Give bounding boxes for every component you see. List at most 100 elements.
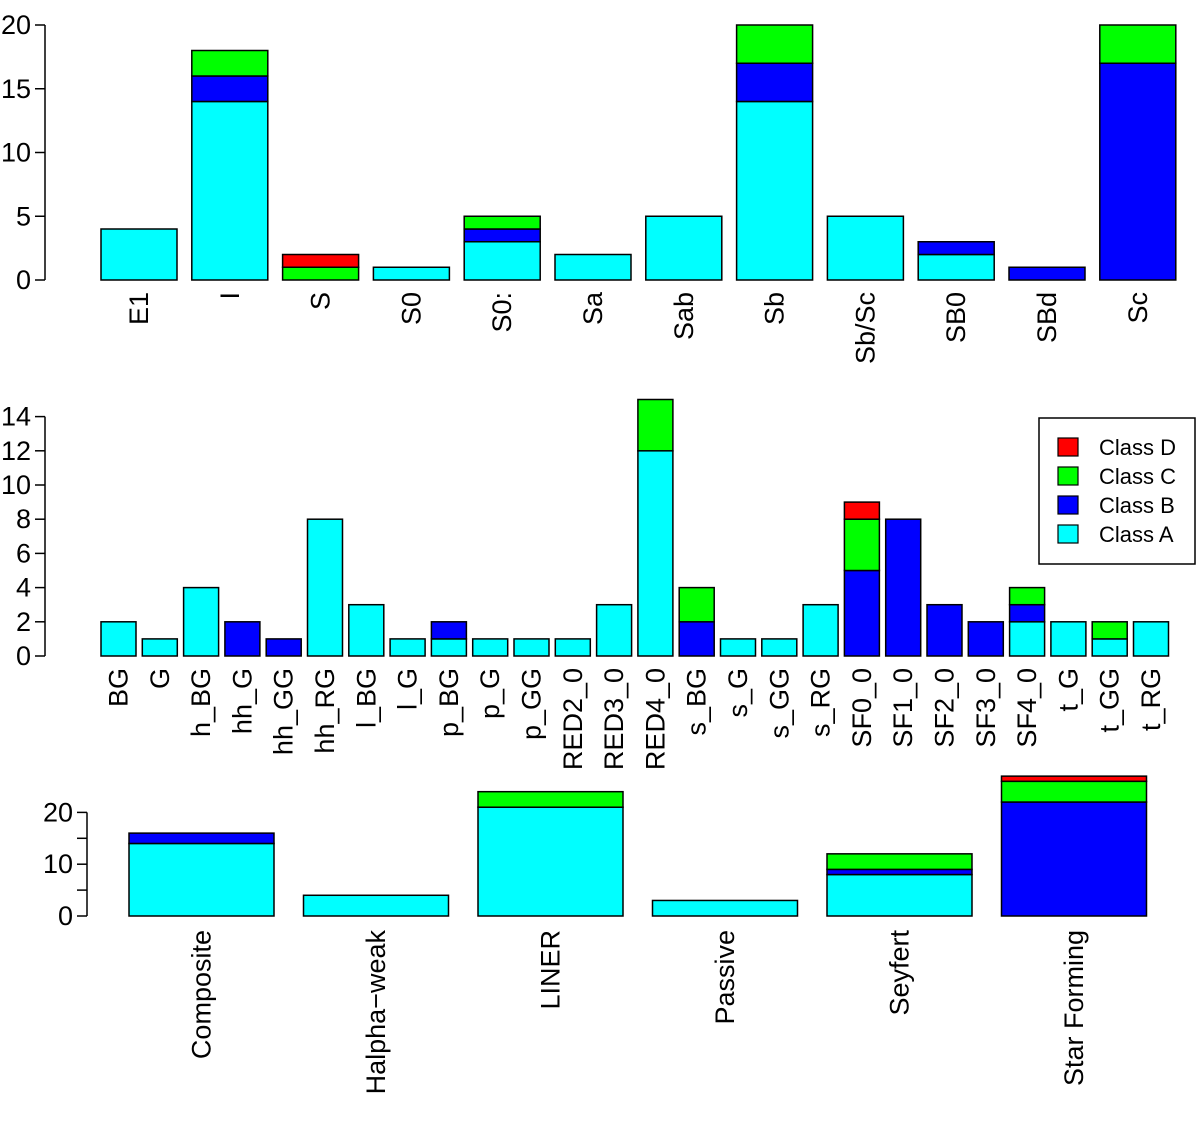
bar-sf2-0-class-b [926,603,963,657]
bar-p-g-class-a [471,638,509,657]
legend: Class D Class C Class B Class A [1038,417,1196,565]
x-tick-label-s-g: s_G [723,668,753,718]
legend-label-class-a: Class A [1099,522,1174,547]
x-tick-label-t-rg: t_RG [1136,668,1166,731]
x-tick-label-sf0-0: SF0_0 [847,668,877,748]
bar-i-class-c [191,49,269,77]
x-tick-label-red3-0: RED3_0 [599,668,629,770]
x-tick-label-liner: LINER [536,930,566,1010]
bar-s-class-c [281,266,360,281]
y-tick-label: 0 [58,901,73,931]
legend-swatch-class-d [1057,437,1079,457]
bar-s-rg-class-a [802,603,839,657]
y-tick-label: 0 [16,641,31,671]
bar-sf1-0-class-b [884,518,922,657]
bar-p-bg-class-b [430,621,468,640]
bar-star-forming-class-b [1000,801,1148,917]
bar-l-bg-class-a [348,603,385,657]
x-tick-label-t-g: t_G [1053,668,1083,712]
bar-s0-class-b [463,228,541,243]
bar-t-gg-class-a [1091,638,1128,657]
x-tick-label-e1: E1 [124,292,154,325]
bar-sb-sc-class-a [826,215,905,281]
bar-red2-0-class-a [554,638,592,657]
x-tick-label-p-bg: p_BG [434,668,464,737]
x-tick-label-p-g: p_G [475,668,505,719]
x-tick-label-halpha-weak: Halpha−weak [361,930,391,1095]
panel-1: 0 5 10 15 20 E1 I S S0 S0: Sa Sab Sb Sb/Sc SB0 SBd Sc [1,10,1177,364]
x-tick-label-star-forming: Star Forming [1059,930,1089,1086]
x-tick-label-s-bg: s_BG [682,668,712,736]
x-tick-label-hh-rg: hh_RG [310,668,340,754]
x-tick-label-seyfert: Seyfert [885,930,915,1016]
y-tick-label: 10 [43,849,73,879]
bar-sf4-0-class-b [1008,603,1046,623]
bar-seyfert-class-a [826,873,973,917]
bar-sb-class-b [735,62,814,103]
x-tick-label-sf1-0: SF1_0 [888,668,918,748]
bar-p-gg-class-a [513,638,550,657]
legend-swatch-class-c [1057,466,1079,486]
x-tick-label-sf2-0: SF2_0 [930,668,960,748]
x-tick-label-sb-sc: Sb/Sc [850,292,880,364]
x-tick-label-s0: S0 [396,292,426,325]
bar-sf4-0-class-c [1008,586,1046,606]
x-tick-label-h-bg: h_BG [186,668,216,737]
y-tick-label: 14 [1,402,31,432]
x-tick-label-hh-g: hh_G [227,668,257,734]
x-tick-label-passive: Passive [710,930,740,1025]
bar-p-bg-class-a [430,638,468,657]
bar-seyfert-class-b [826,868,973,876]
bar-star-forming-class-d [1000,775,1148,783]
bar-t-gg-class-c [1091,621,1128,640]
y-tick-label: 10 [1,138,31,168]
bar-liner-class-a [477,806,624,917]
x-tick-label-l-g: l_G [393,668,423,710]
bar-sb0-class-a [917,253,995,281]
x-tick-label-s: S [306,292,336,310]
x-tick-label-i: I [215,292,245,300]
bar-sab-class-a [645,215,723,281]
bar-s-class-d [281,253,360,268]
bar-s0-class-c [463,215,541,230]
x-tick-label-s0: S0: [487,292,517,333]
bar-sf3-0-class-b [967,621,1005,657]
x-tick-label-g: G [145,668,175,689]
x-tick-label-sb0: SB0 [941,292,971,343]
x-tick-label-sf3-0: SF3_0 [971,668,1001,748]
x-tick-label-sa: Sa [578,291,608,325]
bar-h-bg-class-a [182,586,220,657]
x-tick-label-sf4-0: SF4_0 [1012,668,1042,748]
x-tick-label-red2-0: RED2_0 [558,668,588,770]
y-tick-label: 4 [16,573,31,603]
x-tick-label-hh-gg: hh_GG [269,668,299,755]
y-tick-label: 12 [1,436,31,466]
y-tick-label: 20 [1,10,31,40]
bar-t-g-class-a [1050,621,1087,657]
bar-hh-gg-class-b [265,638,302,657]
y-tick-label: 6 [16,538,31,568]
bar-red3-0-class-a [595,603,633,657]
bar-halpha-weak-class-a [302,894,450,917]
bar-s0-class-a [463,241,541,281]
x-tick-label-t-gg: t_GG [1095,668,1125,733]
bar-composite-class-a [128,842,275,917]
bar-bg-class-a [100,621,137,657]
bar-s-bg-class-c [678,586,715,623]
bar-seyfert-class-c [826,853,973,871]
x-tick-label-p-gg: p_GG [517,668,547,740]
y-tick-label: 10 [1,470,31,500]
bar-hh-rg-class-a [306,518,344,657]
panel-3: 0 10 20 Composite Halpha−weak LINER Passive Sey… [43,775,1148,1095]
bar-sb-class-c [735,24,814,64]
bar-s-bg-class-b [678,621,715,657]
x-tick-label-red4-0: RED4_0 [640,668,670,770]
bar-liner-class-c [477,790,624,808]
x-tick-label-composite: Composite [187,930,217,1059]
bar-t-rg-class-a [1132,621,1170,657]
bar-sc-class-b [1099,62,1177,281]
x-tick-label-bg: BG [104,668,134,707]
bar-g-class-a [141,638,179,657]
